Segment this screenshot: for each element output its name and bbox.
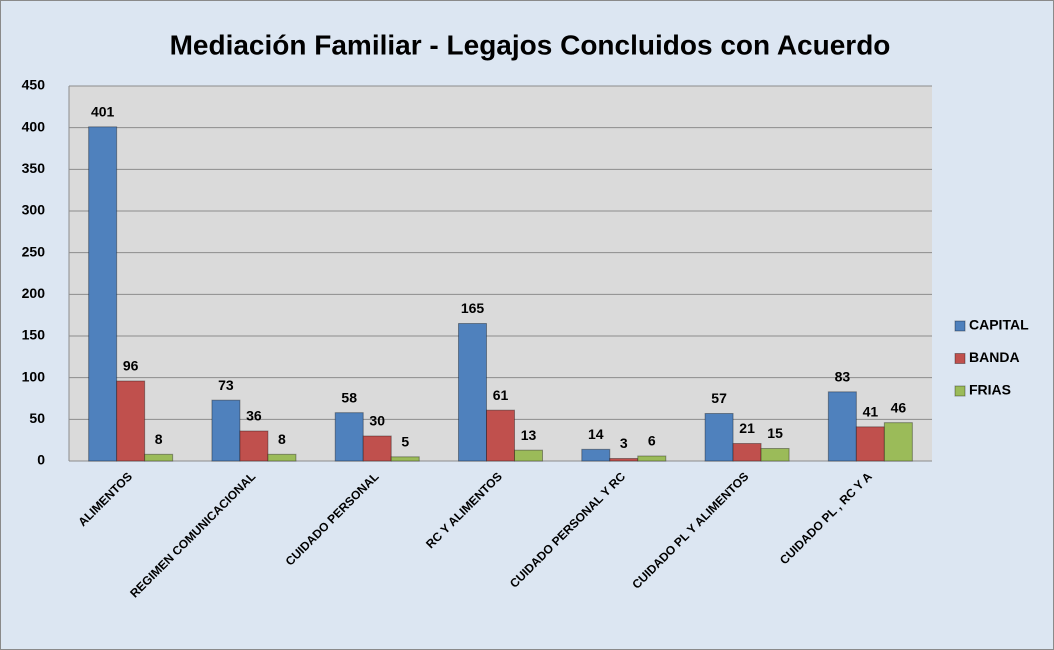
bar (486, 409, 515, 462)
bar (514, 449, 543, 462)
bar (827, 391, 857, 462)
y-tick-label: 150 (22, 327, 46, 343)
value-label: 8 (155, 431, 163, 447)
legend-label: BANDA (969, 349, 1020, 365)
y-tick-label: 450 (22, 77, 46, 93)
y-tick-label: 200 (22, 285, 46, 301)
bar (732, 443, 762, 462)
bar (609, 458, 639, 462)
legend-swatch (954, 385, 966, 397)
legend-swatch (954, 353, 966, 364)
value-label: 57 (711, 390, 727, 406)
bar (883, 422, 913, 462)
bar (581, 448, 611, 462)
value-label: 6 (648, 433, 656, 449)
value-label: 58 (341, 389, 357, 405)
bar (760, 448, 790, 462)
legend-swatch (954, 320, 966, 332)
legend-label: FRIAS (969, 382, 1011, 398)
bar (458, 323, 487, 462)
bar (704, 413, 734, 462)
y-tick-label: 250 (22, 243, 46, 259)
value-label: 46 (891, 399, 907, 415)
value-label: 401 (91, 104, 115, 120)
bar (637, 455, 667, 462)
value-label: 21 (739, 420, 755, 436)
y-tick-label: 350 (22, 160, 46, 176)
bar (267, 453, 297, 462)
bar (144, 453, 174, 462)
y-tick-label: 0 (37, 452, 45, 468)
value-label: 13 (521, 427, 537, 443)
bar (334, 412, 364, 462)
value-label: 30 (369, 413, 385, 429)
value-label: 5 (401, 434, 409, 450)
chart-title: Mediación Familiar - Legajos Concluidos … (170, 29, 891, 60)
bar (116, 380, 146, 462)
value-label: 83 (835, 369, 851, 385)
y-tick-label: 300 (22, 202, 46, 218)
value-label: 3 (620, 435, 628, 451)
value-label: 61 (493, 387, 509, 403)
value-label: 41 (863, 404, 879, 420)
value-label: 73 (218, 377, 234, 393)
bar (855, 426, 885, 462)
value-label: 165 (461, 300, 485, 316)
bar (362, 435, 392, 462)
value-label: 36 (246, 408, 262, 424)
value-label: 15 (767, 425, 783, 441)
value-label: 14 (588, 426, 604, 442)
legend-label: CAPITAL (969, 317, 1029, 333)
y-tick-label: 50 (29, 410, 45, 426)
y-tick-label: 100 (22, 368, 46, 384)
bar (390, 456, 420, 462)
bar (88, 126, 118, 462)
value-label: 8 (278, 431, 286, 447)
plot-area (69, 86, 932, 461)
bar (211, 399, 241, 462)
value-label: 96 (123, 358, 139, 374)
bar (239, 430, 269, 462)
y-tick-label: 400 (22, 118, 46, 134)
